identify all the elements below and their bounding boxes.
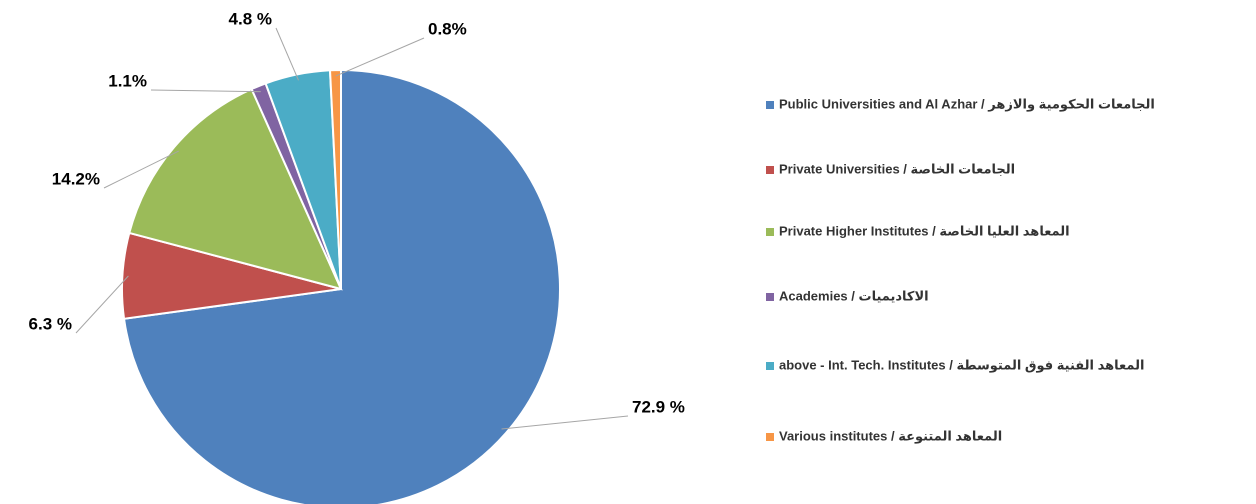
data-label: 0.8%: [428, 19, 467, 38]
legend-label: Public Universities and Al Azhar / الجام…: [779, 96, 1155, 111]
legend-swatch: [766, 166, 774, 174]
legend-swatch: [766, 293, 774, 301]
data-label: 1.1%: [108, 71, 147, 90]
legend-label: Private Higher Institutes / المعاهد العل…: [779, 223, 1070, 238]
pie-slice: [122, 68, 561, 504]
legend-label: Academies / الاكاديميات: [779, 288, 929, 303]
leader-line: [150, 89, 261, 93]
data-label: 14.2%: [52, 169, 100, 188]
leader-line: [501, 415, 629, 430]
pie-slice: [128, 87, 343, 291]
legend-swatch: [766, 362, 774, 370]
leader-line: [335, 37, 425, 77]
legend-label: Various institutes / المعاهد المتنوعة: [779, 428, 1002, 443]
leader-line: [103, 150, 179, 189]
data-label: 6.3 %: [29, 314, 72, 333]
legend-label: above - Int. Tech. Institutes / المعاهد …: [779, 357, 1144, 372]
legend-label: Private Universities / الجامعات الخاصة: [779, 161, 1015, 176]
leader-line: [75, 275, 129, 334]
pie-slice: [328, 68, 342, 290]
legend-swatch: [766, 433, 774, 441]
data-label: 72.9 %: [632, 397, 685, 416]
leader-line: [275, 27, 299, 81]
data-label: 4.8 %: [229, 9, 272, 28]
legend-swatch: [766, 101, 774, 109]
legend-swatch: [766, 228, 774, 236]
